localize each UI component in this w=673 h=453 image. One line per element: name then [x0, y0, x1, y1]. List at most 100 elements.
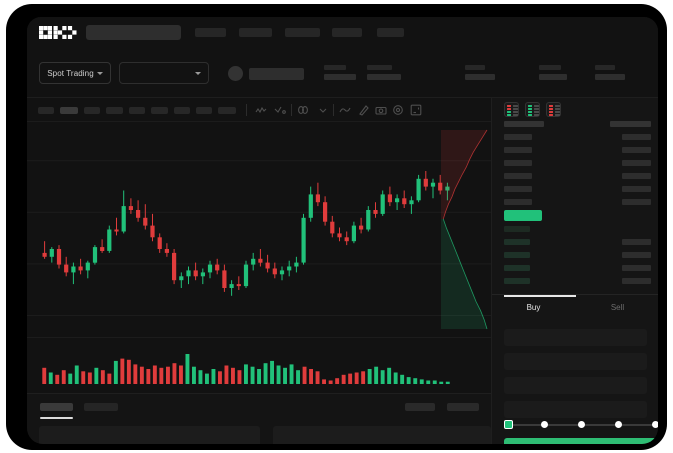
orderbook-ask-amount: [622, 147, 651, 153]
fullscreen-icon[interactable]: [410, 104, 422, 116]
orderbook-bid-amount: [622, 252, 651, 258]
timeframe-1d[interactable]: [174, 107, 190, 114]
app-screen: Spot Trading: [27, 17, 658, 444]
search-input[interactable]: [86, 25, 181, 40]
tab-sell[interactable]: Sell: [610, 303, 625, 312]
orderbook-bid-amount: [622, 265, 651, 271]
stat-24h-change: [324, 65, 356, 80]
depth-overlay-chart: [441, 129, 488, 330]
orderbook-bid-price[interactable]: [504, 278, 530, 284]
orderbook-ask-amount: [622, 134, 651, 140]
orderbook-bid-price[interactable]: [504, 252, 530, 258]
pair-select[interactable]: [119, 62, 209, 84]
timeframe-more[interactable]: [218, 107, 236, 114]
orderbook-bid-price[interactable]: [504, 265, 530, 271]
candlestick-chart[interactable]: [27, 122, 491, 337]
stat-24h-high-low: [367, 65, 401, 80]
percent-slider-stop-50[interactable]: [578, 421, 585, 428]
order-form-tabs: Buy Sell: [492, 294, 658, 320]
orderbook-ask-amount: [622, 173, 651, 179]
percent-slider-stop-75[interactable]: [615, 421, 622, 428]
top-header: [27, 17, 658, 49]
pair-name: [249, 68, 304, 80]
indicators-icon[interactable]: [255, 104, 267, 116]
orders-card-left[interactable]: [39, 426, 260, 444]
market-bar: Spot Trading: [27, 49, 658, 98]
chart-type-icon[interactable]: [274, 104, 286, 116]
compare-icon[interactable]: [297, 104, 309, 116]
orderbook-ask-price[interactable]: [504, 186, 532, 192]
total-field[interactable]: [504, 401, 647, 418]
candlestick-chart-svg: [27, 160, 491, 316]
volume-bars-svg: [42, 354, 450, 384]
orderbook-last-price[interactable]: [504, 210, 542, 221]
trading-mode-select[interactable]: Spot Trading: [39, 62, 111, 84]
orders-action-hide-other-pairs[interactable]: [405, 403, 435, 411]
orderbook-ask-price[interactable]: [504, 199, 532, 205]
orderbook-bid-amount: [622, 239, 651, 245]
orderbook-rows[interactable]: [492, 121, 658, 294]
orders-tab-open-orders[interactable]: [40, 403, 73, 411]
percent-slider[interactable]: [504, 420, 658, 430]
order-type-field[interactable]: [504, 329, 647, 346]
timeframe-5m[interactable]: [60, 107, 78, 114]
candle-series: [42, 171, 450, 296]
orderbook-ask-amount: [622, 199, 651, 205]
stat-24h-volume: [465, 65, 495, 80]
orderbook-mode-asks[interactable]: [546, 102, 561, 117]
orderbook-mode-both[interactable]: [504, 102, 519, 117]
line-chart-icon[interactable]: [339, 104, 351, 116]
orders-card-right[interactable]: [273, 426, 491, 444]
percent-slider-stop-100[interactable]: [652, 421, 658, 428]
chart-toolbar: [27, 98, 491, 122]
timeframe-1w[interactable]: [196, 107, 212, 114]
okx-logo-icon[interactable]: [39, 26, 77, 39]
device-frame: Spot Trading: [6, 4, 667, 450]
nav-item-1[interactable]: [195, 28, 226, 37]
timeframe-15m[interactable]: [84, 107, 100, 114]
orderbook-header-price: [504, 121, 544, 127]
nav-item-3[interactable]: [285, 28, 320, 37]
timeframe-4h[interactable]: [151, 107, 168, 114]
nav-item-4[interactable]: [332, 28, 362, 37]
orderbook-bid-price[interactable]: [504, 239, 530, 245]
orders-tab-order-history[interactable]: [84, 403, 118, 411]
orders-action-cancel-all[interactable]: [447, 403, 479, 411]
settings-gear-icon[interactable]: [392, 104, 404, 116]
chevron-down-icon[interactable]: [317, 104, 329, 116]
chevron-down-icon: [195, 72, 201, 75]
orderbook-bid-price[interactable]: [504, 226, 530, 232]
chevron-down-icon: [96, 71, 103, 75]
orderbook-ask-price[interactable]: [504, 160, 532, 166]
buy-tab-underline: [504, 295, 576, 297]
orderbook-ask-amount: [622, 160, 651, 166]
orderbook-sidebar: Buy Sell: [491, 98, 658, 444]
orderbook-header-amount: [610, 121, 651, 127]
orderbook-mode-bids[interactable]: [525, 102, 540, 117]
timeframe-30m[interactable]: [106, 107, 123, 114]
nav-item-2[interactable]: [239, 28, 272, 37]
camera-icon[interactable]: [375, 104, 387, 116]
stat-index-price: [539, 65, 567, 80]
volume-panel[interactable]: [27, 337, 491, 393]
amount-field[interactable]: [504, 377, 647, 394]
nav-item-5[interactable]: [377, 28, 404, 37]
orderbook-display-modes: [504, 102, 561, 117]
timeframe-1h[interactable]: [129, 107, 145, 114]
orders-panel: [27, 393, 491, 444]
price-field[interactable]: [504, 353, 647, 370]
orderbook-ask-price[interactable]: [504, 173, 532, 179]
timeframe-1m[interactable]: [38, 107, 54, 114]
percent-slider-handle[interactable]: [504, 420, 513, 429]
orders-tab-active-underline: [40, 417, 73, 419]
drawing-tools-icon[interactable]: [358, 104, 370, 116]
tab-buy[interactable]: Buy: [526, 303, 541, 312]
stat-funding: [595, 65, 625, 80]
coin-avatar-icon: [228, 66, 243, 81]
buy-submit-button[interactable]: [504, 438, 658, 444]
orderbook-bid-amount: [622, 278, 651, 284]
orderbook-ask-price[interactable]: [504, 147, 532, 153]
orderbook-ask-price[interactable]: [504, 134, 532, 140]
chart-gridlines: [27, 160, 491, 316]
percent-slider-stop-25[interactable]: [541, 421, 548, 428]
